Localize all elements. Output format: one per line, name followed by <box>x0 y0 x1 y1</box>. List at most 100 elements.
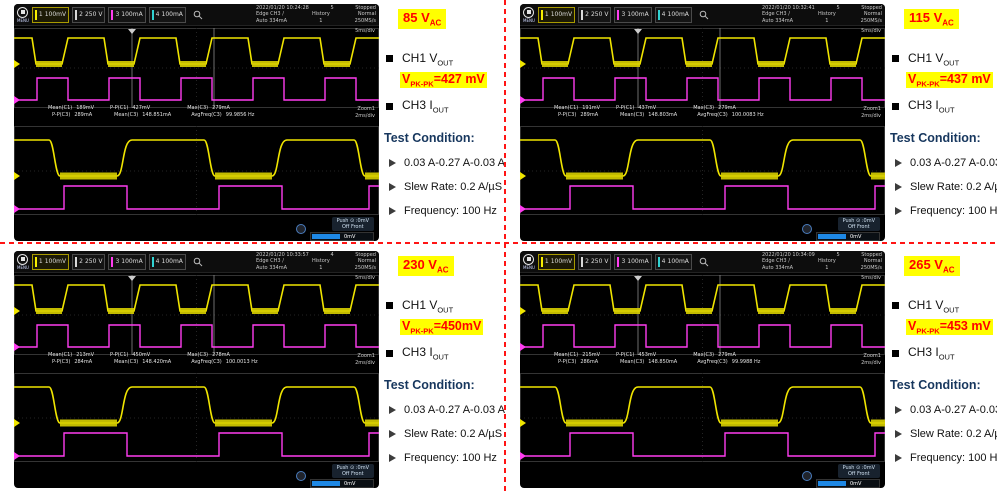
knob-icon <box>296 471 306 481</box>
channel-4-color-bar <box>657 9 660 20</box>
menu-label: MENU <box>523 17 535 23</box>
channel-legend: CH1 VOUT VPK-PK=453 mV CH3 IOUT <box>890 298 997 362</box>
annotation-column: 85 VAC CH1 VOUT VPK-PK=427 mV CH3 IOUT T… <box>384 4 505 217</box>
channel-2-scale: 250 V <box>84 258 103 265</box>
ch3-legend-row: CH3 IOUT <box>890 98 997 115</box>
scope-menu-button: MENU <box>523 253 535 270</box>
timebase-label: 5ms/div <box>355 28 375 34</box>
arrow-bullet-icon <box>895 429 902 438</box>
offset-slider-fill <box>312 234 340 240</box>
channel-1-scale: 100mV <box>550 258 573 265</box>
timebase-label: 5ms/div <box>861 275 881 281</box>
measurement-column: Mean(C1) 191mV P-P(C3) 289mA <box>554 105 601 118</box>
menu-icon <box>17 253 29 265</box>
history-label: History <box>818 11 836 18</box>
channel-2-settings: 2 250 V <box>578 6 612 23</box>
acq-count: 1 <box>319 17 323 24</box>
test-condition-heading: Test Condition: <box>384 130 475 145</box>
timebase-label: 5ms/div <box>355 275 375 281</box>
acq-count: 1 <box>319 264 323 271</box>
square-bullet-icon <box>892 350 899 358</box>
history-count: 5 <box>330 5 334 12</box>
channel-3-settings: 3 100mA <box>614 6 652 23</box>
channel-4-settings: 4 100mA <box>148 253 186 270</box>
channel-1-number: 1 <box>38 11 43 18</box>
offset-control: Push ⊙ :0mV Off Front 0mV <box>816 216 880 242</box>
channel-3-scale: 100mA <box>121 258 143 265</box>
horizontal-dashed-divider <box>0 242 997 244</box>
offset-control: Push ⊙ :0mV Off Front 0mV <box>816 463 880 489</box>
scope-waveform-area: 5ms/div Zoom1 2ms/div Mean(C1) 189mV P-P(… <box>14 26 379 217</box>
acquisition-status: Stopped <box>861 5 882 12</box>
acquisition-status: Stopped <box>355 252 376 259</box>
channel-1-scale: 100mV <box>44 258 67 265</box>
channel-2-color-bar <box>581 9 584 20</box>
vpk-pk-value: VPK-PK=453 mV <box>906 318 993 336</box>
test-condition-item: 0.03 A-0.27 A-0.03 A <box>890 157 997 169</box>
test-condition-item: 0.03 A-0.27 A-0.03 A <box>384 404 505 416</box>
measurement-column: Max(C3) 279mA AvgFreq(C3) 99.9988 Hz <box>693 352 761 365</box>
channel-2-color-bar <box>75 256 78 267</box>
channel-4-settings: 4 100mA <box>148 6 186 23</box>
channel-legend: CH1 VOUT VPK-PK=450mV CH3 IOUT <box>384 298 502 362</box>
measurement-column: P-P(C1) 453mV Mean(C3) 148.850mA <box>616 352 678 365</box>
measurement-column: Mean(C1) 213mV P-P(C3) 284mA <box>48 352 95 365</box>
channel-2-number: 2 <box>585 258 589 265</box>
channel-2-number: 2 <box>585 11 589 18</box>
channel-3-number: 3 <box>621 258 626 265</box>
channel-3-scale: 100mA <box>121 11 143 18</box>
test-result-panel: MENU 1 100mV 2 250 V 3 100mA <box>0 247 506 493</box>
channel-4-color-bar <box>151 9 154 20</box>
test-condition-item: 0.03 A-0.27 A-0.03 A <box>890 404 997 416</box>
test-condition-heading: Test Condition: <box>890 377 981 392</box>
zoom-window-label: Zoom1 2ms/div <box>355 353 375 366</box>
zoom-window-label: Zoom1 2ms/div <box>355 106 375 119</box>
channel-3-number: 3 <box>115 11 120 18</box>
arrow-bullet-icon <box>389 206 396 215</box>
voltage-condition-title: 85 VAC <box>398 9 447 29</box>
offset-control: Push ⊙ :0mV Off Front 0mV <box>310 216 374 242</box>
trigger-level: Auto 334mA <box>762 264 794 271</box>
channel-legend: CH1 VOUT VPK-PK=427 mV CH3 IOUT <box>384 51 502 115</box>
vpk-pk-value: VPK-PK=437 mV <box>906 71 993 89</box>
acq-count: 1 <box>825 17 829 24</box>
measurement-column: Mean(C1) 189mV P-P(C3) 289mA <box>48 105 95 118</box>
channel-4-settings: 4 100mA <box>654 6 692 23</box>
channel-3-color-bar <box>617 256 620 267</box>
channel-3-color-bar <box>111 9 114 20</box>
offset-value: 0mV <box>344 480 356 487</box>
channel-legend: CH1 VOUT VPK-PK=437 mV CH3 IOUT <box>890 51 997 115</box>
channel-4-number: 4 <box>155 258 160 265</box>
channel-1-settings: 1 100mV <box>537 6 576 23</box>
history-label: History <box>818 258 836 265</box>
oscilloscope-screenshot: MENU 1 100mV 2 250 V 3 100mA <box>14 4 379 242</box>
vertical-dashed-divider <box>504 0 506 493</box>
measurement-column: Max(C3) 279mA AvgFreq(C3) 100.0083 Hz <box>693 105 764 118</box>
sample-rate: 250MS/s <box>860 264 882 271</box>
zoom-search-icon <box>699 257 709 266</box>
history-label: History <box>312 258 330 265</box>
oscilloscope-screenshot: MENU 1 100mV 2 250 V 3 100mA <box>14 251 379 489</box>
channel-2-number: 2 <box>79 258 83 265</box>
offset-slider-fill <box>818 481 846 487</box>
trigger-mode: Normal <box>863 11 882 18</box>
sample-rate: 250MS/s <box>860 17 882 24</box>
measurement-column: Max(C3) 278mA AvgFreq(C3) 100.0013 Hz <box>187 352 258 365</box>
menu-label: MENU <box>17 17 29 23</box>
voltage-condition-title: 265 VAC <box>904 256 960 276</box>
scope-timestamp: 2022/01/20 10:32:41 <box>762 5 815 12</box>
channel-2-settings: 2 250 V <box>72 253 106 270</box>
push-offset-box: Push ⊙ :0mV Off Front <box>837 216 880 232</box>
vpk-pk-value: VPK-PK=450mV <box>400 318 484 336</box>
square-bullet-icon <box>892 302 899 310</box>
channel-1-settings: 1 100mV <box>537 253 576 270</box>
square-bullet-icon <box>386 103 393 111</box>
trigger-mode: Normal <box>357 258 376 265</box>
trigger-level: Auto 334mA <box>256 17 288 24</box>
arrow-bullet-icon <box>389 453 396 462</box>
ch3-legend-row: CH3 IOUT <box>890 345 997 362</box>
zoom-window-label: Zoom1 2ms/div <box>861 353 881 366</box>
channel-2-settings: 2 250 V <box>72 6 106 23</box>
test-condition-item: 0.03 A-0.27 A-0.03 A <box>384 157 505 169</box>
channel-3-settings: 3 100mA <box>108 6 146 23</box>
